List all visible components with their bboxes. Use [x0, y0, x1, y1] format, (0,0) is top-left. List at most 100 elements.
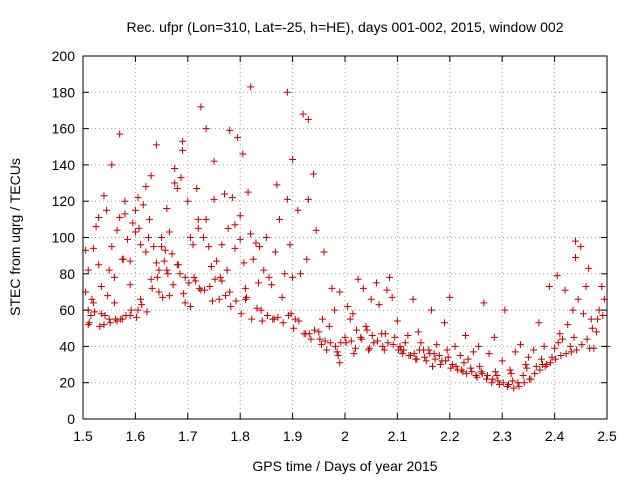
data-point — [368, 332, 376, 340]
data-point — [108, 243, 116, 251]
data-point — [499, 379, 507, 387]
data-point — [210, 157, 218, 165]
data-point — [358, 335, 366, 343]
data-point — [515, 382, 523, 390]
data-point — [226, 126, 234, 134]
data-point — [95, 261, 103, 269]
data-point — [135, 224, 143, 232]
data-point — [122, 312, 130, 320]
data-point — [443, 346, 451, 354]
data-point — [211, 275, 219, 283]
data-point — [87, 312, 95, 320]
data-point — [399, 350, 407, 358]
data-point — [227, 302, 235, 310]
data-point — [137, 295, 145, 303]
data-point — [257, 306, 265, 314]
data-point — [546, 359, 554, 367]
data-point — [573, 346, 581, 354]
data-point — [105, 315, 113, 323]
data-point — [173, 184, 181, 192]
data-point — [530, 346, 538, 354]
data-point — [448, 361, 456, 369]
data-point — [578, 341, 586, 349]
data-point — [426, 350, 434, 358]
data-point — [231, 221, 239, 229]
data-point — [522, 361, 530, 369]
data-point — [587, 315, 595, 323]
data-point — [226, 288, 234, 296]
data-point — [208, 297, 216, 305]
data-point — [494, 377, 502, 385]
data-point — [121, 210, 129, 218]
data-point — [189, 241, 197, 249]
data-point — [468, 368, 476, 376]
data-point — [425, 346, 433, 354]
data-point — [84, 321, 92, 329]
data-point — [185, 279, 193, 287]
data-point — [504, 381, 512, 389]
data-point — [524, 353, 532, 361]
data-point — [164, 270, 172, 278]
data-point — [554, 339, 562, 347]
data-point — [480, 299, 488, 307]
data-point — [446, 293, 454, 301]
data-point — [593, 328, 601, 336]
data-point — [304, 116, 312, 124]
data-point — [572, 237, 580, 245]
data-point — [548, 353, 556, 361]
data-point — [307, 335, 315, 343]
data-point — [108, 161, 116, 169]
data-point — [89, 299, 97, 307]
data-point — [110, 299, 118, 307]
data-point — [100, 321, 108, 329]
data-point — [116, 214, 124, 222]
data-point — [545, 283, 553, 291]
data-point — [215, 295, 223, 303]
data-point — [147, 172, 155, 180]
data-point — [393, 317, 401, 325]
data-point — [105, 266, 113, 274]
data-point — [373, 337, 381, 345]
data-point — [218, 241, 226, 249]
data-point — [241, 295, 249, 303]
x-tick-label: 2.3 — [492, 428, 512, 444]
data-point — [569, 306, 577, 314]
data-point — [152, 259, 160, 267]
data-point — [283, 195, 291, 203]
data-point — [132, 313, 140, 321]
data-point — [321, 337, 329, 345]
data-point — [299, 110, 307, 118]
data-point — [347, 337, 355, 345]
x-tick-label: 1.9 — [283, 428, 303, 444]
data-point — [531, 370, 539, 378]
data-point — [310, 170, 318, 178]
data-point — [323, 346, 331, 354]
data-point — [598, 283, 606, 291]
data-point — [258, 317, 266, 325]
data-point — [207, 263, 215, 271]
data-point — [290, 324, 298, 332]
data-point — [365, 346, 373, 354]
data-point — [367, 295, 375, 303]
data-point — [194, 215, 202, 223]
data-point — [577, 243, 585, 251]
data-point — [139, 201, 147, 209]
data-point — [384, 339, 392, 347]
data-point — [326, 339, 334, 347]
data-point — [222, 292, 230, 300]
data-point — [124, 235, 132, 243]
data-point — [126, 257, 134, 265]
data-point — [312, 226, 320, 234]
data-point — [386, 273, 394, 281]
data-point — [359, 284, 367, 292]
data-point — [305, 330, 313, 338]
data-point — [564, 321, 572, 329]
data-point — [240, 259, 248, 267]
y-tick-label: 0 — [67, 411, 75, 427]
data-point — [89, 244, 97, 252]
data-point — [401, 339, 409, 347]
x-tick-label: 2.4 — [545, 428, 565, 444]
data-point — [388, 293, 396, 301]
data-point — [237, 310, 245, 318]
